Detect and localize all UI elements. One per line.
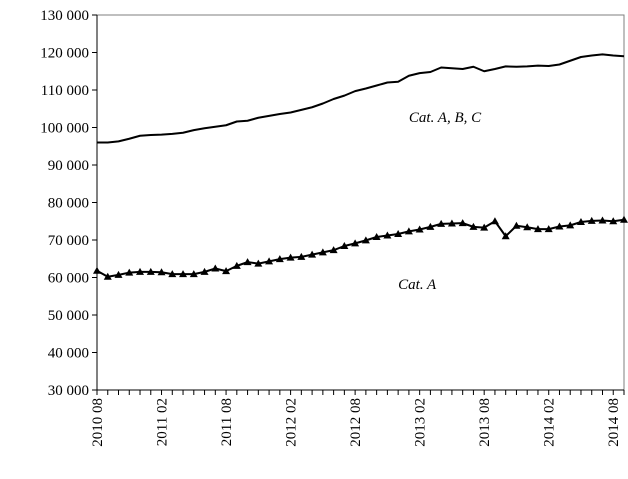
data-point (415, 225, 424, 233)
axes (96, 14, 625, 391)
data-point (114, 270, 123, 278)
data-point (329, 246, 338, 254)
data-point (136, 267, 145, 275)
data-point (458, 219, 467, 227)
series-label-cat-a: Cat. A (398, 277, 437, 293)
series-cat-a (93, 215, 628, 280)
data-point (566, 221, 575, 229)
data-point (179, 270, 188, 278)
data-point (351, 239, 360, 247)
data-point (211, 264, 220, 272)
series-cat-a-b-c (97, 53, 625, 144)
data-point (232, 261, 241, 269)
y-tick-label: 60 000 (48, 271, 89, 287)
data-point (576, 218, 585, 225)
data-point (426, 222, 435, 230)
data-point (265, 257, 274, 265)
data-point (361, 236, 370, 244)
data-point (157, 268, 166, 276)
series-line (96, 218, 625, 278)
x-tick-label: 2011 08 (219, 398, 235, 446)
y-tick-label: 40 000 (48, 346, 89, 362)
data-point (308, 250, 317, 258)
data-point (404, 227, 413, 235)
x-axis-ticks: 2010 08 2011 02 2011 08 2012 02 2012 08 2013 … (90, 390, 625, 447)
x-tick-label: 2012 08 (348, 398, 364, 447)
y-tick-label: 90 000 (48, 158, 89, 174)
data-point (222, 267, 231, 275)
y-tick-label: 100 000 (40, 121, 89, 137)
y-tick-label: 80 000 (48, 196, 89, 212)
plot-area-frame (96, 14, 625, 391)
y-tick-label: 130 000 (40, 8, 89, 24)
series-layer (93, 53, 628, 280)
data-point (447, 219, 456, 227)
x-tick-label: 2013 02 (413, 398, 429, 447)
y-tick-label: 70 000 (48, 233, 89, 249)
y-tick-label: 110 000 (41, 83, 89, 99)
data-point (93, 266, 101, 274)
data-point (555, 222, 564, 230)
data-point (125, 268, 134, 276)
y-tick-label: 120 000 (40, 46, 89, 62)
data-point (243, 258, 252, 266)
data-point (318, 248, 327, 256)
data-point (544, 225, 553, 233)
x-tick-label: 2014 08 (606, 398, 622, 447)
data-point (490, 217, 499, 225)
data-point (286, 253, 295, 261)
data-point (254, 259, 263, 267)
y-axis-ticks: 30 000 40 000 50 000 60 000 70 000 80 000 90 0… (40, 8, 97, 399)
data-point (383, 231, 392, 239)
data-point (469, 222, 478, 230)
data-point (394, 230, 403, 237)
annotations: Cat. A, B, C Cat. A (398, 110, 482, 293)
y-tick-label: 50 000 (48, 308, 89, 324)
data-point (437, 219, 446, 227)
data-point (620, 215, 628, 223)
data-point (598, 216, 607, 224)
series-line (97, 53, 625, 144)
data-point (501, 232, 510, 240)
data-point (480, 223, 489, 231)
data-point (275, 255, 284, 263)
data-point (146, 267, 155, 275)
data-point (168, 270, 177, 278)
x-tick-label: 2012 02 (284, 398, 300, 447)
data-point (297, 252, 306, 260)
series-label-cat-a-b-c: Cat. A, B, C (409, 110, 482, 126)
data-point (512, 221, 521, 229)
data-point (200, 267, 209, 275)
data-point (340, 242, 349, 249)
x-tick-label: 2013 08 (477, 398, 493, 447)
data-point (372, 233, 381, 240)
data-point (103, 272, 112, 280)
x-tick-label: 2011 02 (155, 398, 171, 446)
data-point (609, 217, 618, 225)
data-point (523, 223, 532, 231)
data-point (587, 216, 596, 224)
data-point (533, 225, 542, 233)
x-tick-label: 2010 08 (90, 398, 106, 447)
y-tick-label: 30 000 (48, 383, 89, 399)
x-tick-label: 2014 02 (542, 398, 558, 447)
data-point (189, 270, 198, 278)
